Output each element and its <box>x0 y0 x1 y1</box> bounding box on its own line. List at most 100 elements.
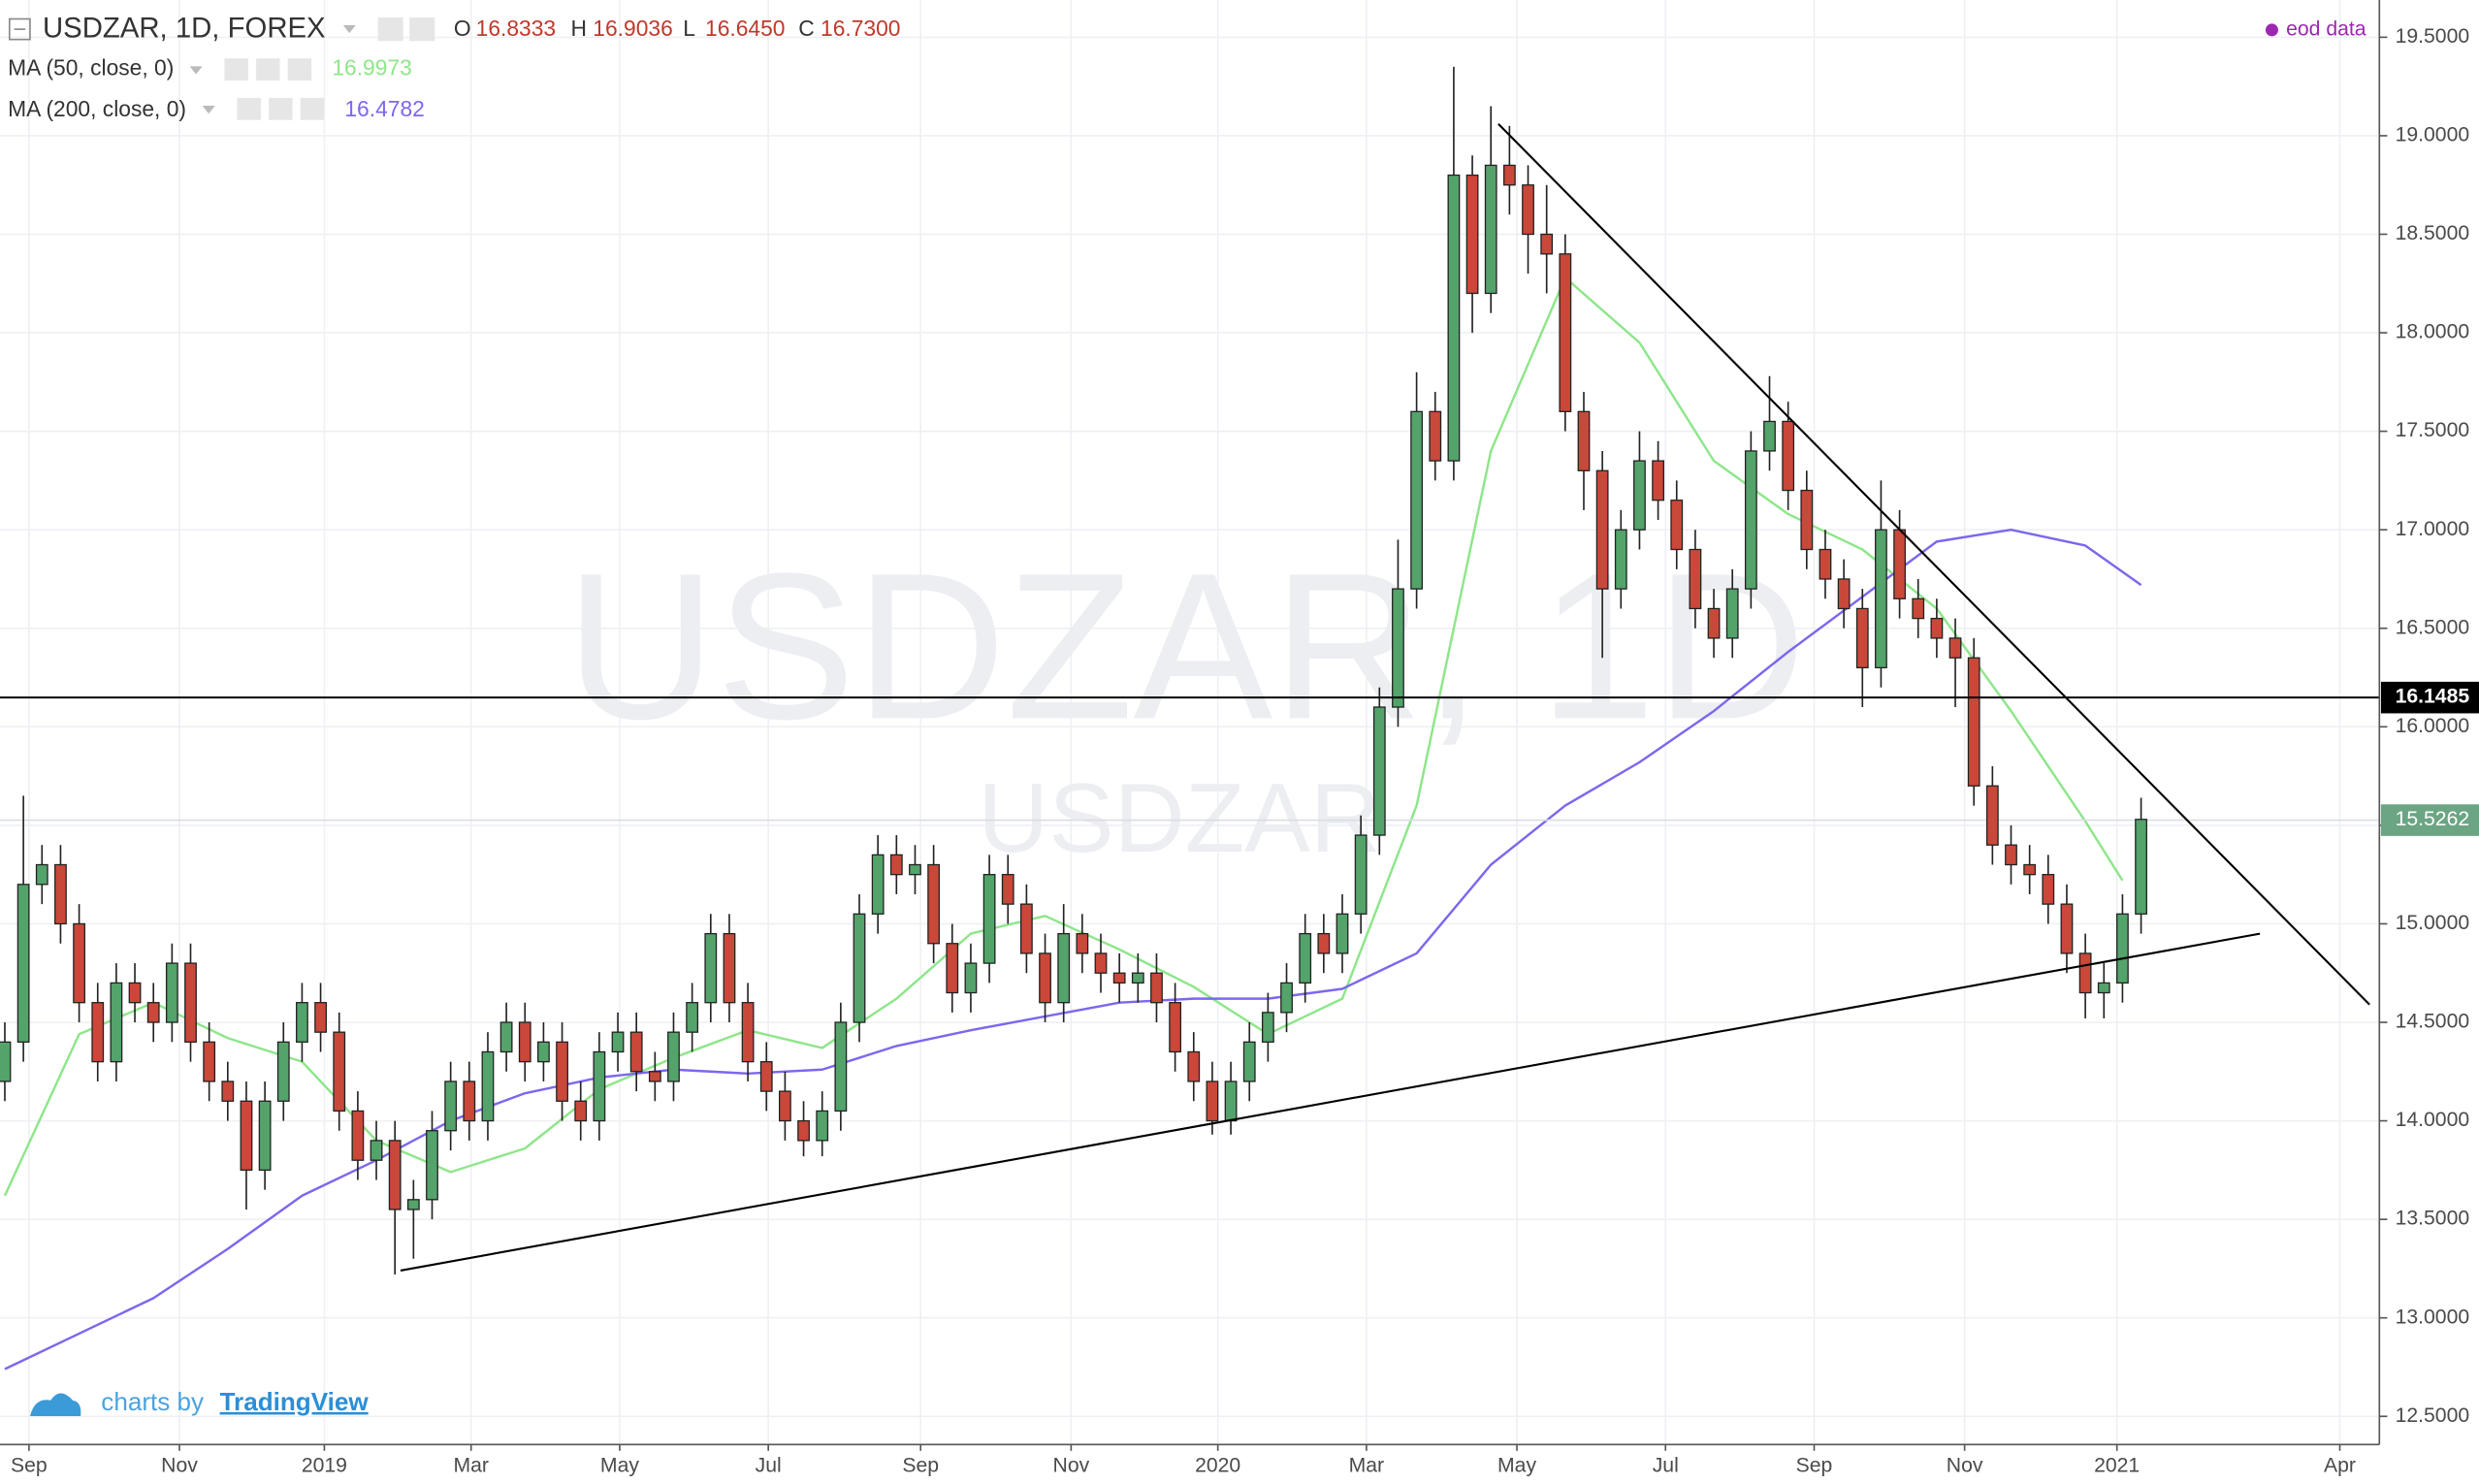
candle-body <box>426 1130 438 1201</box>
ma50-settings-icon[interactable] <box>256 58 280 81</box>
candle-body <box>91 1002 105 1063</box>
ohlc-label: O <box>454 16 471 41</box>
candle-body <box>1967 657 1980 787</box>
candle-body <box>611 1031 625 1053</box>
x-tick-label: Nov <box>161 1455 198 1477</box>
candle-body <box>203 1041 216 1082</box>
candle-body <box>629 1031 643 1073</box>
candle-body <box>1633 460 1646 531</box>
candle-body <box>73 922 85 1004</box>
symbol-title: USDZAR, 1D, FOREX <box>43 13 326 45</box>
dropdown-arrow[interactable] <box>342 25 356 34</box>
source-dot <box>2265 23 2278 37</box>
indicator-name: MA (200, close, 0) <box>8 96 186 121</box>
collapse-icon[interactable] <box>8 17 31 41</box>
candle-body <box>444 1081 458 1132</box>
candle-body <box>779 1090 791 1122</box>
ohlc-value: 16.8333 <box>476 16 556 41</box>
candle-body <box>110 982 123 1063</box>
candle-body <box>834 1021 848 1113</box>
candle-body <box>314 1002 327 1033</box>
ma200-eye-icon[interactable] <box>237 97 261 120</box>
candle-body <box>1948 637 1962 659</box>
candle-body <box>889 854 903 876</box>
settings-icon[interactable] <box>409 16 435 42</box>
brand-link[interactable]: TradingView <box>220 1387 370 1416</box>
y-tick-label: 13.0000 <box>2396 1306 2470 1328</box>
candle-body <box>2042 874 2055 905</box>
candle-body <box>240 1100 253 1172</box>
candle-body <box>1800 489 1814 551</box>
candle-body <box>351 1110 365 1161</box>
candle-body <box>909 863 921 876</box>
candle-body <box>2005 844 2017 866</box>
ma50-eye-icon[interactable] <box>224 58 248 81</box>
price-axis-bg <box>2379 0 2479 1484</box>
x-tick-label: May <box>1497 1455 1536 1477</box>
candle-body <box>1577 410 1591 471</box>
candle-body <box>2135 819 2147 915</box>
candle-body <box>816 1110 829 1142</box>
candle-body <box>1522 184 1534 236</box>
candle-body <box>406 1199 420 1210</box>
candle-body <box>1893 529 1906 599</box>
candle-body <box>1614 529 1627 590</box>
drawings-layer <box>0 123 2380 1272</box>
grid-layer <box>0 0 2380 1445</box>
candle-body <box>946 943 959 994</box>
candle-body <box>1299 932 1312 984</box>
candle-body <box>296 1002 308 1043</box>
candle-body <box>1725 588 1739 639</box>
ohlc-label: L <box>683 16 695 41</box>
candle-body <box>1484 164 1497 295</box>
y-tick-label: 16.0000 <box>2396 715 2470 737</box>
candle-body <box>388 1140 402 1210</box>
x-tick-label: Jul <box>756 1455 782 1477</box>
candle-body <box>128 982 142 1004</box>
candle-body <box>333 1031 346 1113</box>
candle-body <box>2078 952 2092 994</box>
moving-average-line <box>4 528 2142 1371</box>
candle-body <box>16 884 30 1043</box>
y-tick-label: 17.5000 <box>2396 419 2470 441</box>
candle-body <box>1985 785 1999 846</box>
candle-body <box>1819 548 1832 580</box>
ma200-remove-icon[interactable] <box>300 97 325 120</box>
candle-body <box>759 1060 773 1092</box>
candle-body <box>927 863 941 945</box>
ma200-settings-icon[interactable] <box>269 97 293 120</box>
candle-body <box>1019 903 1033 954</box>
candle-body <box>1224 1081 1238 1122</box>
ma50-dropdown[interactable] <box>189 66 203 75</box>
x-tick-label: Nov <box>1053 1455 1090 1477</box>
brand-logo <box>29 1393 81 1417</box>
eye-icon[interactable] <box>377 16 403 42</box>
candle-body <box>1502 164 1516 186</box>
candle-body <box>686 1002 699 1033</box>
candle-body <box>463 1081 476 1122</box>
candle-body <box>276 1041 290 1102</box>
candle-body <box>648 1071 661 1082</box>
labels-layer: 12.5000 13.0000 13.5000 14.0000 14.5000 15.00… <box>11 25 2479 1477</box>
y-tick-label: 18.0000 <box>2396 321 2470 343</box>
candle-body <box>221 1081 235 1102</box>
x-tick-label: 2019 <box>302 1455 347 1477</box>
ma50-remove-icon[interactable] <box>287 58 312 81</box>
y-tick-label: 14.5000 <box>2396 1011 2470 1033</box>
candle-body <box>1057 932 1071 1004</box>
candle-body <box>1912 597 1925 620</box>
y-tick-label: 19.0000 <box>2396 124 2470 146</box>
candle-body <box>1169 1002 1182 1053</box>
candle-body <box>1039 952 1051 1004</box>
ohlc-value: 16.6450 <box>705 16 785 41</box>
ma200-dropdown[interactable] <box>202 106 215 114</box>
candle-body <box>1447 174 1461 462</box>
candle-body <box>1372 706 1386 836</box>
indicator-value: 16.4782 <box>344 96 424 121</box>
candle-body <box>741 1002 755 1063</box>
x-tick-label: Mar <box>453 1455 488 1477</box>
candle-body <box>1670 500 1684 551</box>
candle-body <box>1744 450 1757 590</box>
